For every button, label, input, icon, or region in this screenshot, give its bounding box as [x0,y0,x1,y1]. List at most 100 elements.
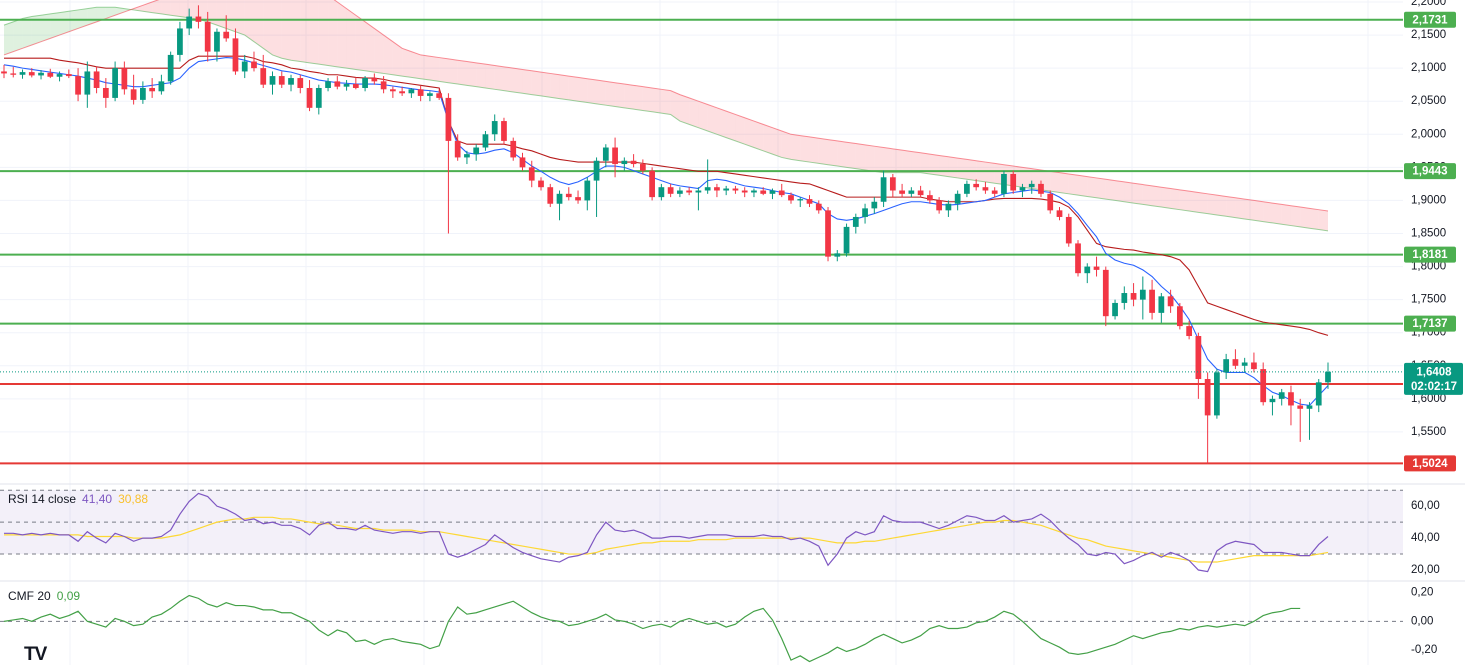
candle-body [491,121,498,135]
candle-body [852,216,859,227]
ichimoku-cloud-segment [494,65,504,91]
candle-body [658,187,665,198]
ichimoku-cloud-segment [929,154,940,176]
ichimoku-cloud-segment [513,68,523,94]
ichimoku-cloud-segment [753,121,764,151]
candle-body [473,147,480,155]
candle-body [741,190,748,193]
level-price-badge-label: 1,7137 [1412,318,1447,330]
ichimoku-cloud-segment [1059,172,1069,194]
candle-body [241,61,248,72]
ichimoku-cloud-segment [198,0,208,22]
ichimoku-cloud-segment [679,94,690,125]
ichimoku-cloud-segment [1133,183,1143,205]
level-price-badge [1404,163,1456,180]
ichimoku-cloud-segment [374,28,384,74]
ichimoku-cloud-segment [939,155,949,177]
candle-body [936,200,943,211]
price-axis-tick: 2,2000 [1411,0,1446,8]
ichimoku-cloud-segment [985,162,995,184]
ichimoku-cloud-segment [244,0,254,42]
ichimoku-cloud-segment [550,73,560,99]
level-price-badge [1404,11,1456,28]
candle-body [315,87,322,108]
candle-body [1315,382,1322,406]
candle-body [1001,173,1007,194]
ichimoku-cloud-segment [115,7,125,16]
candle-body [427,93,433,96]
last-price-badge [1404,362,1463,395]
rsi-axis-tick: 40,00 [1411,532,1440,544]
candle-body [380,81,387,90]
ichimoku-cloud-segment [633,85,643,111]
ichimoku-cloud-segment [1189,191,1199,213]
candle-body [519,157,526,168]
candle-body [399,91,405,94]
ichimoku-cloud-segment [1115,180,1125,202]
ichimoku-cloud-segment [837,140,847,168]
ichimoku-cloud-segment [1309,208,1319,230]
candle-body [454,140,461,158]
price-axis-tick: 1,5500 [1411,426,1446,438]
candle-body [288,78,294,85]
candle-body [593,160,600,181]
candle-body [954,193,961,204]
ichimoku-cloud-segment [855,143,866,171]
ichimoku-cloud-segment [439,57,449,83]
candle-body [769,190,776,194]
ichimoku-cloud-segment [189,0,199,20]
ichimoku-cloud-segment [948,156,958,178]
ichimoku-cloud-segment [920,152,930,174]
ichimoku-cloud-segment [13,18,23,52]
candle-body [556,193,563,204]
ichimoku-cloud-segment [1142,184,1153,206]
candle-body [232,38,239,72]
candle-body [1047,193,1054,211]
price-axis-tick: 1,9000 [1411,194,1446,206]
ichimoku-cloud-segment [59,11,69,36]
kijun-sen-line [4,55,1329,336]
candle-body [352,84,359,88]
price-axis-tick: 1,7500 [1411,294,1446,306]
candle-body [991,190,998,194]
ichimoku-cloud-segment [68,9,79,32]
ichimoku-cloud-segment [476,62,486,88]
ichimoku-cloud-segment [1281,204,1291,226]
ichimoku-cloud-segment [1300,207,1310,229]
senkou-span-a-line [3,6,1329,232]
rsi-axis-tick: 60,00 [1411,500,1440,512]
candle-body [602,147,609,161]
ichimoku-cloud-segment [1050,171,1060,193]
cmf-axis-tick: 0,20 [1411,587,1433,599]
ichimoku-cloud-segment [809,136,819,164]
ichimoku-cloud-segment [892,148,903,173]
candle-countdown-label: 02:02:17 [1411,381,1457,393]
ichimoku-cloud-segment [957,158,967,180]
level-price-badge-label: 1,9443 [1412,166,1447,178]
cmf-legend-label: CMF 20 [8,589,51,603]
rsi-legend-value: 41,40 [82,492,113,506]
candle-body [1121,293,1128,303]
ichimoku-cloud-segment [661,89,671,115]
candle-body [177,28,183,55]
ichimoku-cloud-segment [578,77,588,103]
candle-body [140,87,146,100]
ichimoku-cloud-segment [716,107,727,138]
candle-body [797,199,804,201]
candle-body [964,183,970,194]
ichimoku-cloud-segment [1078,175,1088,197]
candle-body [695,190,702,193]
ichimoku-cloud-segment [291,0,301,62]
candle-body [1084,266,1091,274]
candle-body [1306,405,1313,409]
candle-body [38,72,44,76]
candle-body [121,68,128,90]
ichimoku-cloud-segment [698,101,708,131]
candle-body [1325,371,1331,383]
tradingview-logo[interactable]: TV [24,644,47,665]
candle-body [778,190,785,196]
candle-body [1195,336,1202,380]
candle-body [510,140,517,158]
ichimoku-cloud-segment [1087,176,1097,198]
